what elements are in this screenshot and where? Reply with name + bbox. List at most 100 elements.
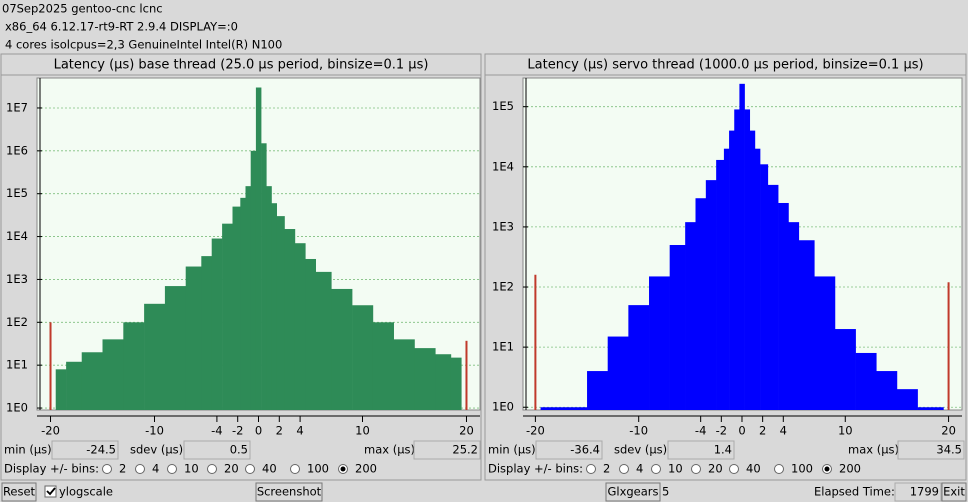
histogram-bar bbox=[550, 407, 567, 410]
radio-label: 4 bbox=[152, 462, 159, 476]
y-tick-label: 1E2 bbox=[6, 315, 28, 329]
histogram-bar bbox=[607, 336, 629, 410]
histogram-bar bbox=[729, 130, 735, 410]
histogram-bar bbox=[294, 243, 306, 410]
radio-label: 10 bbox=[668, 462, 683, 476]
histogram-bar bbox=[695, 198, 707, 410]
stat-label: sdev (µs) bbox=[614, 443, 667, 457]
checkmark bbox=[46, 487, 56, 496]
radio-button[interactable] bbox=[290, 464, 300, 474]
histogram-bar bbox=[855, 352, 877, 410]
histogram-bar bbox=[276, 216, 285, 410]
radio-button[interactable] bbox=[135, 464, 145, 474]
screenshot-button[interactable] bbox=[255, 482, 323, 502]
reset-button[interactable] bbox=[1, 482, 37, 502]
x-tick-label: 20 bbox=[459, 424, 474, 438]
stat-value: 0.5 bbox=[230, 443, 248, 457]
checkbox[interactable] bbox=[44, 485, 57, 498]
x-tick-label: -2 bbox=[232, 424, 243, 438]
x-tick-label: -20 bbox=[526, 424, 545, 438]
y-tick-label: 1E7 bbox=[6, 100, 28, 114]
histogram-bar bbox=[778, 202, 789, 410]
histogram-bar bbox=[814, 276, 836, 410]
stat-field bbox=[183, 440, 251, 460]
x-tick-label: 20 bbox=[941, 424, 956, 438]
histogram-bar bbox=[123, 322, 145, 410]
chart-title: Latency (µs) base thread (25.0 µs period… bbox=[54, 58, 429, 73]
exit-button-label: Exit bbox=[943, 485, 965, 499]
y-tick-label: 1E0 bbox=[6, 401, 28, 415]
y-tick-label: 1E2 bbox=[492, 280, 514, 294]
panel-frame bbox=[484, 53, 967, 481]
histogram-bar bbox=[164, 286, 187, 410]
histogram-bar bbox=[685, 222, 696, 410]
stat-field bbox=[51, 440, 119, 460]
histogram-bar bbox=[669, 245, 686, 410]
histogram-bar bbox=[834, 329, 856, 410]
histogram-bar bbox=[271, 203, 277, 410]
histogram-bar bbox=[788, 222, 800, 410]
glxgears-count: 5 bbox=[662, 485, 669, 499]
stat-value: -36.4 bbox=[570, 443, 600, 457]
stat-field bbox=[667, 440, 735, 460]
y-tick-label: 1E5 bbox=[492, 99, 514, 113]
histogram-bar bbox=[749, 130, 756, 410]
radio-button[interactable] bbox=[774, 464, 784, 474]
histogram-bar bbox=[185, 266, 202, 410]
radio-button[interactable] bbox=[102, 464, 112, 474]
radio-button[interactable] bbox=[691, 464, 701, 474]
exit-button[interactable] bbox=[941, 482, 967, 502]
histogram-bar bbox=[798, 240, 815, 410]
x-tick-label: 2 bbox=[276, 424, 283, 438]
histogram-bar bbox=[284, 229, 296, 410]
histogram-bar bbox=[876, 371, 898, 410]
stat-label: min (µs) bbox=[4, 443, 52, 457]
radio-button[interactable] bbox=[167, 464, 177, 474]
overflow-bar bbox=[49, 322, 52, 410]
histogram-bar bbox=[450, 357, 462, 410]
y-tick-label: 1E4 bbox=[6, 229, 28, 243]
radio-dot bbox=[340, 466, 346, 472]
radio-label: 20 bbox=[708, 462, 723, 476]
histogram-bar bbox=[705, 180, 717, 410]
overflow-bar bbox=[534, 274, 537, 410]
stat-value: 34.5 bbox=[936, 443, 962, 457]
x-tick-label: -10 bbox=[145, 424, 164, 438]
y-tick-label: 1E1 bbox=[6, 358, 28, 372]
elapsed-field bbox=[894, 482, 942, 502]
radio-button[interactable] bbox=[619, 464, 629, 474]
stat-label: max (µs) bbox=[848, 443, 899, 457]
radio-label: 40 bbox=[746, 462, 761, 476]
radio-button[interactable] bbox=[651, 464, 661, 474]
histogram-bar bbox=[716, 159, 725, 410]
radio-button[interactable] bbox=[207, 464, 217, 474]
histogram-bar bbox=[55, 369, 67, 410]
histogram-bar bbox=[896, 389, 918, 410]
histogram-bar bbox=[372, 322, 394, 410]
histogram-bar bbox=[240, 197, 246, 410]
histogram-bar bbox=[255, 87, 262, 410]
y-tick-label: 1E5 bbox=[6, 186, 28, 200]
radio-label: 200 bbox=[839, 462, 861, 476]
histogram-bar bbox=[211, 238, 223, 410]
radio-button[interactable] bbox=[729, 464, 739, 474]
radio-button[interactable] bbox=[245, 464, 255, 474]
stat-label: sdev (µs) bbox=[130, 443, 183, 457]
elapsed-label: Elapsed Time: bbox=[814, 485, 895, 499]
x-tick-label: 10 bbox=[838, 424, 853, 438]
glxgears-button[interactable] bbox=[605, 482, 661, 502]
glxgears-button-label: Glxgears bbox=[607, 485, 658, 499]
y-tick-label: 1E1 bbox=[492, 340, 514, 354]
histogram-bar bbox=[81, 352, 103, 410]
histogram-bar bbox=[201, 256, 213, 410]
stat-label: min (µs) bbox=[488, 443, 536, 457]
histogram-bar bbox=[315, 271, 332, 410]
header-line: 07Sep2025 gentoo-cnc lcnc bbox=[2, 2, 163, 16]
histogram-bar bbox=[435, 354, 452, 410]
x-tick-label: -4 bbox=[695, 424, 706, 438]
stat-value: 25.2 bbox=[452, 443, 478, 457]
radio-button[interactable] bbox=[586, 464, 596, 474]
histogram-bar bbox=[144, 303, 166, 410]
histogram-bar bbox=[744, 109, 751, 410]
radio-label: 100 bbox=[791, 462, 813, 476]
